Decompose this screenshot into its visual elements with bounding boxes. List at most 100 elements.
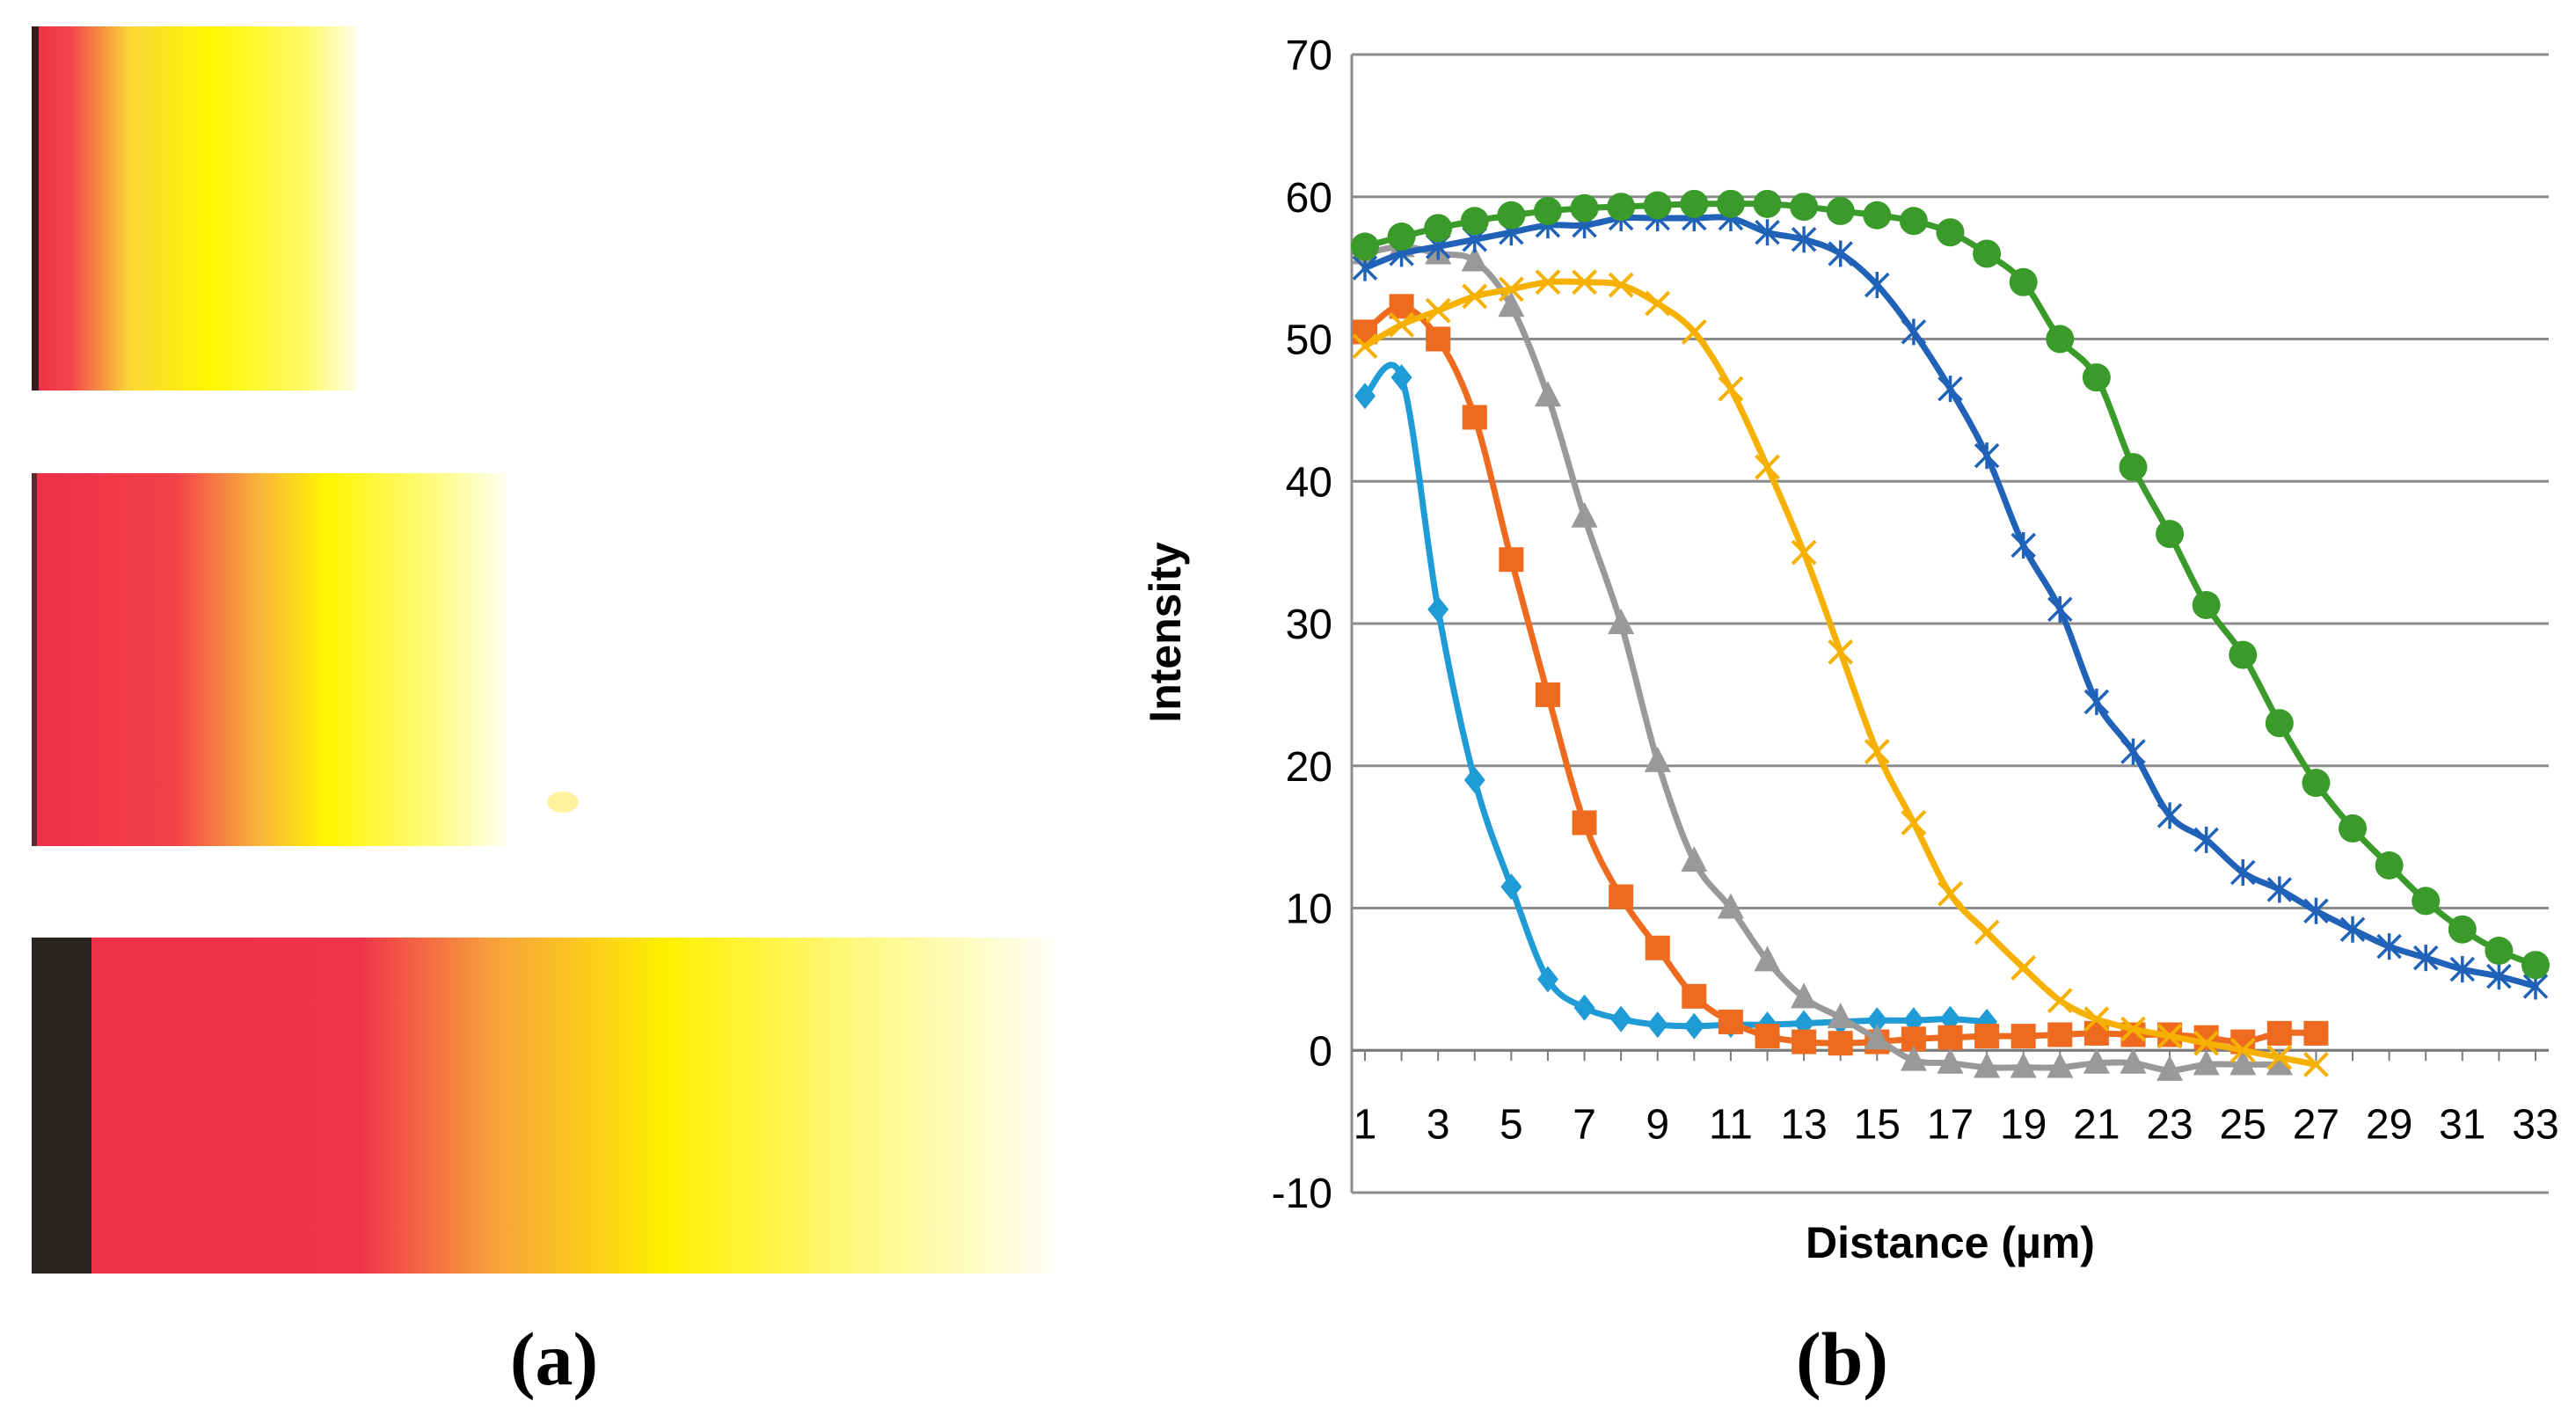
- stripe-3: [32, 938, 1055, 1274]
- data-point-star: [2156, 802, 2183, 829]
- x-tick-label: 31: [2439, 1101, 2485, 1148]
- x-tick-label: 5: [1500, 1101, 1523, 1148]
- x-tick-label: 17: [1927, 1101, 1974, 1148]
- data-point-diamond: [1536, 966, 1558, 993]
- data-point-star: [1828, 240, 1853, 267]
- data-point-circle: [2009, 267, 2038, 296]
- data-point-circle: [1607, 193, 1636, 222]
- x-tick-label: 1: [1354, 1101, 1377, 1148]
- y-tick-label: 70: [1286, 33, 1332, 79]
- data-point-circle: [2339, 814, 2368, 843]
- data-point-triangle: [1900, 1045, 1927, 1071]
- data-point-triangle: [1681, 846, 1708, 872]
- panel-a: (a): [0, 0, 1108, 1416]
- x-tick-label: 15: [1854, 1101, 1901, 1148]
- data-point-x: [1937, 880, 1963, 907]
- data-point-star: [2266, 876, 2293, 903]
- data-point-star: [1974, 442, 2000, 470]
- x-tick-label: 29: [2366, 1101, 2412, 1148]
- data-point-square: [1755, 1024, 1780, 1049]
- data-point-circle: [2119, 453, 2148, 482]
- data-point-triangle: [2010, 1052, 2037, 1078]
- data-point-square: [1645, 935, 1670, 960]
- y-tick-label: -10: [1272, 1171, 1332, 1217]
- x-tick-label: 27: [2293, 1101, 2339, 1148]
- stripe-3-edge: [32, 938, 91, 1274]
- series-line-3: [1361, 243, 2283, 1074]
- data-point-square: [1974, 1024, 2000, 1049]
- series-line-5: [1361, 214, 2539, 989]
- data-point-star: [2449, 956, 2476, 983]
- data-point-x: [1645, 290, 1671, 317]
- data-point-circle: [1863, 201, 1892, 230]
- data-point-triangle: [1571, 501, 1598, 528]
- data-point-square: [2303, 1020, 2329, 1046]
- stripe-1-edge: [32, 26, 39, 390]
- data-point-star: [1791, 226, 1817, 253]
- data-point-circle: [2082, 363, 2111, 392]
- data-point-star: [2486, 963, 2512, 990]
- data-point-star: [2339, 916, 2366, 943]
- data-point-x: [1681, 318, 1707, 345]
- data-point-triangle: [2083, 1047, 2110, 1074]
- data-point-circle: [1460, 207, 1489, 236]
- data-point-circle: [2265, 709, 2294, 738]
- data-point-triangle: [2193, 1049, 2220, 1076]
- data-point-circle: [2046, 325, 2075, 354]
- data-point-circle: [1424, 214, 1453, 243]
- data-point-circle: [1351, 232, 1379, 261]
- data-point-star: [2083, 688, 2110, 715]
- data-point-triangle: [1498, 291, 1525, 318]
- data-point-circle: [2192, 590, 2221, 619]
- stripe-2: [32, 473, 507, 846]
- data-point-star: [1755, 219, 1780, 246]
- data-point-circle: [2485, 937, 2514, 966]
- data-point-triangle: [2047, 1052, 2074, 1078]
- data-point-square: [1572, 810, 1597, 836]
- data-point-square: [2266, 1020, 2292, 1046]
- x-tick-label: 33: [2512, 1101, 2558, 1148]
- data-point-star: [2303, 897, 2329, 924]
- panel-b: -10 0 10 20 30 40 50 60 70 1 3 5 7 9 11 13 15 17 19 21 23 25 2…: [1108, 0, 2576, 1416]
- data-point-x: [2193, 1030, 2220, 1056]
- data-point-circle: [2229, 640, 2258, 669]
- data-point-triangle: [2266, 1049, 2293, 1076]
- series-line-4: [1361, 278, 2319, 1068]
- data-point-x: [1498, 276, 1524, 303]
- data-point-triangle: [1717, 893, 1744, 919]
- y-tick-label: 60: [1286, 175, 1332, 222]
- data-point-triangle: [1644, 746, 1671, 772]
- data-point-star: [1864, 272, 1890, 299]
- data-point-x: [1755, 454, 1780, 480]
- x-axis-title: Distance (µm): [1806, 1218, 2095, 1267]
- data-point-circle: [1533, 196, 1562, 225]
- y-tick-label: 10: [1286, 887, 1332, 933]
- data-point-circle: [1497, 201, 1526, 230]
- y-tick-label: 20: [1286, 744, 1332, 791]
- data-point-circle: [1826, 196, 1855, 225]
- data-point-circle: [1899, 207, 1928, 236]
- data-point-star: [1901, 318, 1927, 346]
- data-point-triangle: [1827, 1003, 1854, 1029]
- data-point-triangle: [2229, 1049, 2257, 1076]
- data-point-star: [1937, 376, 1963, 403]
- data-point-triangle: [1974, 1052, 2001, 1078]
- data-point-square: [1682, 983, 1707, 1009]
- data-point-x: [2010, 955, 2037, 981]
- data-point-circle: [2412, 887, 2441, 916]
- data-point-circle: [2448, 915, 2477, 944]
- data-point-triangle: [1754, 945, 1781, 972]
- data-point-circle: [1643, 191, 1672, 220]
- x-tick-label: 3: [1427, 1101, 1450, 1148]
- data-point-triangle: [1461, 245, 1488, 272]
- data-point-triangle: [1791, 982, 1818, 1009]
- data-point-x: [1608, 272, 1634, 298]
- panel-a-label: (a): [509, 1317, 599, 1401]
- data-point-triangle: [2156, 1055, 2184, 1081]
- x-tick-label: 21: [2073, 1101, 2120, 1148]
- data-point-x: [1791, 539, 1817, 566]
- data-point-square: [1609, 884, 1634, 909]
- x-tick-label: 9: [1646, 1101, 1669, 1148]
- data-point-circle: [1973, 239, 2002, 268]
